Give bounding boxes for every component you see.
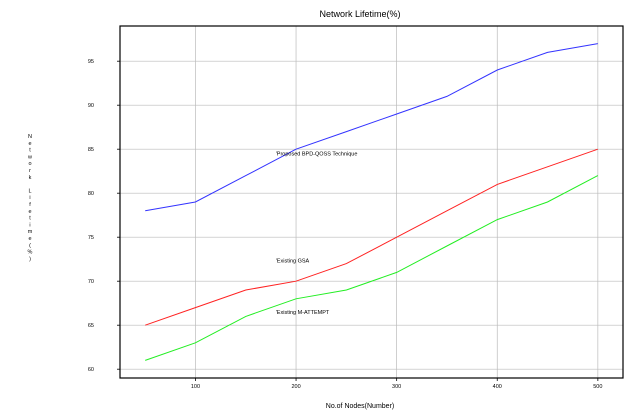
y-axis-label-char: w	[27, 154, 32, 160]
series-lines	[145, 43, 599, 361]
y-axis-ticks: 60 65 70 75 80 85 90 95	[88, 59, 120, 373]
y-axis-label-char: e	[28, 209, 31, 215]
chart-title: Network Lifetime(%)	[319, 9, 400, 19]
y-axis-label-char: %	[28, 250, 33, 256]
y-axis-label-char: t	[29, 216, 31, 222]
y-tick-label: 85	[88, 147, 94, 153]
y-axis-label-char: L	[28, 188, 31, 194]
series-annotation: 'Existing M-ATTEMPT	[276, 310, 330, 316]
y-axis-label-char: r	[29, 168, 31, 174]
y-tick-label: 60	[88, 367, 94, 373]
y-tick-label: 80	[88, 191, 94, 197]
y-tick-label: 65	[88, 323, 94, 329]
y-tick-label: 95	[88, 59, 94, 65]
series-annotation: 'Existing GSA	[276, 259, 310, 265]
y-axis-label-char: t	[29, 148, 31, 154]
y-tick-label: 70	[88, 279, 94, 285]
x-tick-label: 100	[191, 384, 200, 390]
x-tick-label: 500	[593, 384, 602, 390]
y-axis-label-char: e	[28, 141, 31, 147]
y-tick-label: 75	[88, 235, 94, 241]
y-axis-label-char: m	[28, 229, 33, 235]
x-tick-label: 400	[493, 384, 502, 390]
y-tick-label: 90	[88, 103, 94, 109]
y-axis-label-char: o	[28, 161, 31, 167]
series-annotations: 'Proposed BPD-QOSS Technique 'Existing GS…	[276, 151, 358, 315]
x-tick-label: 300	[392, 384, 401, 390]
x-tick-label: 200	[291, 384, 300, 390]
series-line-1	[145, 43, 598, 212]
series-annotation: 'Proposed BPD-QOSS Technique	[276, 151, 358, 157]
y-axis-label-char: k	[29, 175, 32, 181]
y-axis-label-char: f	[29, 202, 31, 208]
x-axis-label: No.of Nodes(Number)	[326, 403, 394, 410]
x-axis-ticks: 100 200 300 400 500	[191, 378, 602, 390]
y-axis-label-char: i	[29, 222, 30, 228]
y-axis-label-char: (	[29, 243, 31, 249]
plot-area	[119, 25, 624, 379]
series-line-3	[145, 175, 599, 361]
y-axis-label-char: i	[29, 195, 30, 201]
series-line-2	[145, 148, 598, 326]
grid-lines	[120, 26, 623, 378]
y-axis-label-char: )	[29, 256, 31, 262]
y-axis-label-char: N	[28, 134, 32, 140]
y-axis-label-char: e	[28, 236, 31, 242]
